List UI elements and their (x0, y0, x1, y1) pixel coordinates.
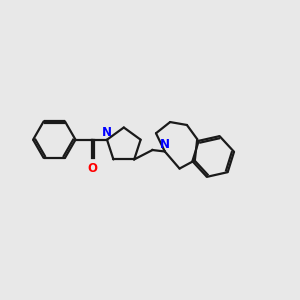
Text: O: O (87, 162, 97, 175)
Text: N: N (102, 126, 112, 140)
Text: N: N (160, 138, 170, 151)
